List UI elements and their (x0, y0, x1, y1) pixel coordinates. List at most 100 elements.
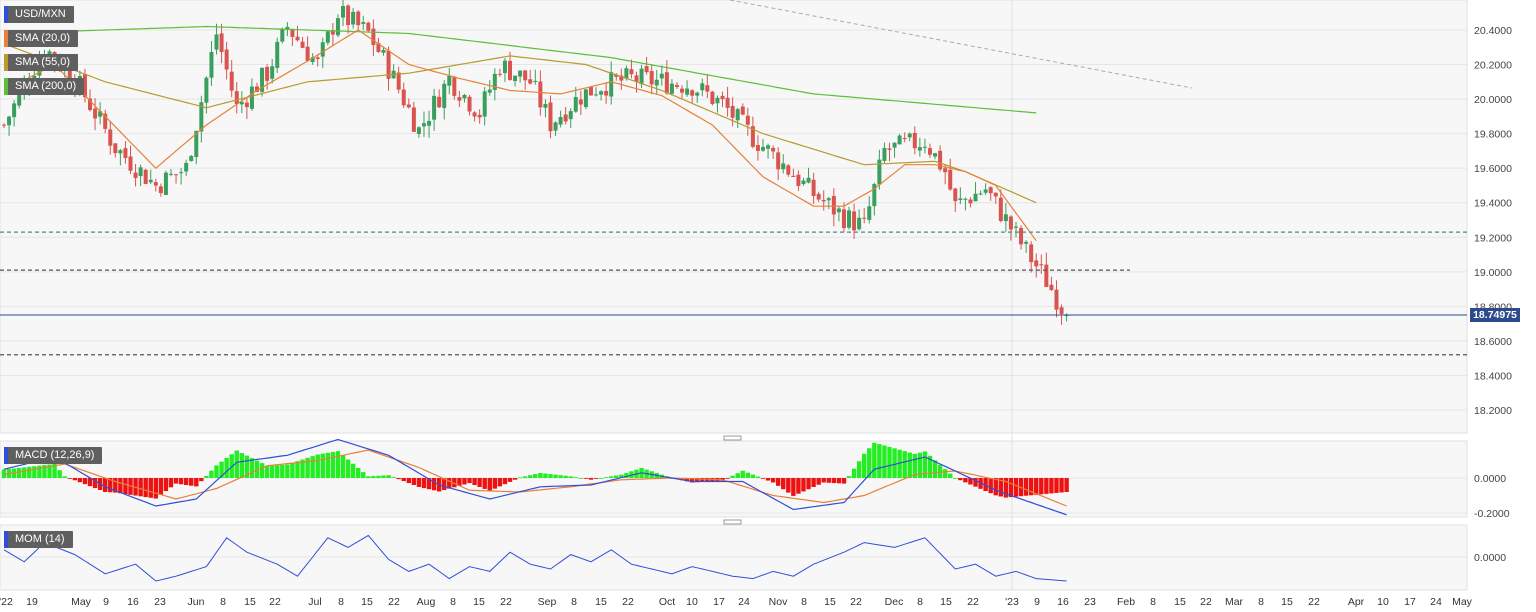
candle (249, 78, 254, 111)
panel-bg (0, 440, 1468, 518)
candle (786, 163, 791, 177)
candle (219, 23, 224, 64)
candle (224, 41, 229, 80)
candle (791, 168, 796, 178)
x-tick-label: 22 (388, 596, 400, 608)
candle (98, 102, 103, 125)
macd-histogram-bar (386, 475, 391, 478)
macd-histogram-bar (517, 477, 523, 479)
candle (695, 91, 700, 103)
candle (680, 85, 685, 99)
candle (685, 80, 690, 97)
macd-histogram-bar (280, 464, 285, 478)
candle (482, 87, 487, 126)
macd-histogram-bar (401, 478, 406, 482)
candle (811, 172, 816, 204)
candle (396, 66, 401, 94)
x-tick-label: 8 (220, 596, 226, 608)
candle (958, 187, 963, 205)
candle (907, 132, 912, 142)
candle (118, 149, 123, 166)
candle (877, 149, 882, 190)
x-tick-label: 22 (500, 596, 512, 608)
macd-histogram-bar (867, 448, 872, 478)
candle (411, 101, 416, 132)
candle (442, 80, 447, 120)
macd-histogram-bar (907, 452, 912, 478)
macd-histogram-bar (841, 478, 847, 484)
candle (735, 107, 740, 128)
candle (351, 7, 356, 29)
macd-histogram-bar (340, 455, 346, 478)
panel-resize-handle[interactable] (723, 519, 742, 525)
candle (1039, 254, 1044, 274)
candle (128, 145, 133, 174)
macd-histogram-bar (740, 470, 745, 478)
candle (108, 121, 113, 155)
macd-histogram-bar (796, 478, 801, 494)
candle (401, 82, 406, 108)
trend-line[interactable] (729, 0, 1193, 89)
macd-histogram-bar (487, 478, 492, 491)
macd-histogram-bar (882, 445, 887, 478)
x-tick-label: 15 (1174, 596, 1186, 608)
candle (715, 95, 720, 113)
candle (558, 110, 563, 128)
macd-histogram-bar (330, 451, 336, 478)
candle (1029, 241, 1034, 273)
macd-histogram-bar (108, 478, 113, 493)
candle (700, 78, 705, 97)
candle (244, 96, 249, 120)
x-tick-label: 24 (738, 596, 750, 608)
candle (447, 67, 452, 95)
macd-histogram-bar (219, 461, 224, 478)
candle (467, 95, 472, 116)
macd-histogram-bar (963, 478, 968, 483)
macd-histogram-bar (563, 475, 568, 478)
x-tick-label: 15 (595, 596, 607, 608)
candle (1034, 253, 1039, 278)
macd-histogram-bar (558, 475, 563, 478)
candle (239, 91, 244, 114)
macd-histogram-bar (1044, 478, 1049, 494)
macd-histogram-bar (1028, 478, 1034, 496)
candle (179, 168, 184, 185)
macd-histogram-bar (285, 464, 290, 478)
macd-histogram-bar (391, 477, 396, 478)
x-tick-label: 9 (1034, 596, 1040, 608)
price-tick-label: 19.6000 (1474, 163, 1512, 175)
macd-histogram-bar (442, 478, 447, 491)
candle (310, 53, 315, 65)
macd-signal-line (3, 449, 1067, 507)
candle (457, 91, 462, 108)
candle (761, 138, 765, 152)
macd-histogram-bar (189, 478, 194, 486)
macd-histogram-bar (462, 478, 467, 485)
macd-histogram-bar (396, 478, 401, 480)
x-tick-label: 22 (1200, 596, 1212, 608)
macd-histogram-bar (492, 478, 498, 489)
panel-resize-handle[interactable] (723, 435, 742, 441)
legend-mom: MOM (14) (4, 531, 73, 548)
candle (2, 123, 6, 129)
x-tick-label: '23 (1005, 596, 1019, 608)
x-tick-label: 8 (571, 596, 577, 608)
macd-histogram-bar (477, 478, 482, 487)
candle (12, 99, 17, 127)
macd-histogram-bar (72, 478, 78, 481)
x-tick-label: Jul (308, 596, 321, 608)
macd-histogram-bar (806, 478, 811, 490)
candle (766, 143, 771, 159)
x-tick-label: 17 (713, 596, 725, 608)
macd-histogram-bar (376, 475, 381, 478)
macd-histogram-bar (872, 442, 877, 478)
macd-histogram-bar (897, 449, 902, 478)
macd-histogram-bar (877, 444, 882, 478)
x-tick-label: 22 (622, 596, 634, 608)
macd-histogram-bar (1, 469, 7, 478)
candle (158, 183, 163, 197)
candle (710, 90, 715, 106)
macd-histogram-bar (224, 457, 229, 478)
price-tick-label: 20.2000 (1474, 60, 1512, 72)
